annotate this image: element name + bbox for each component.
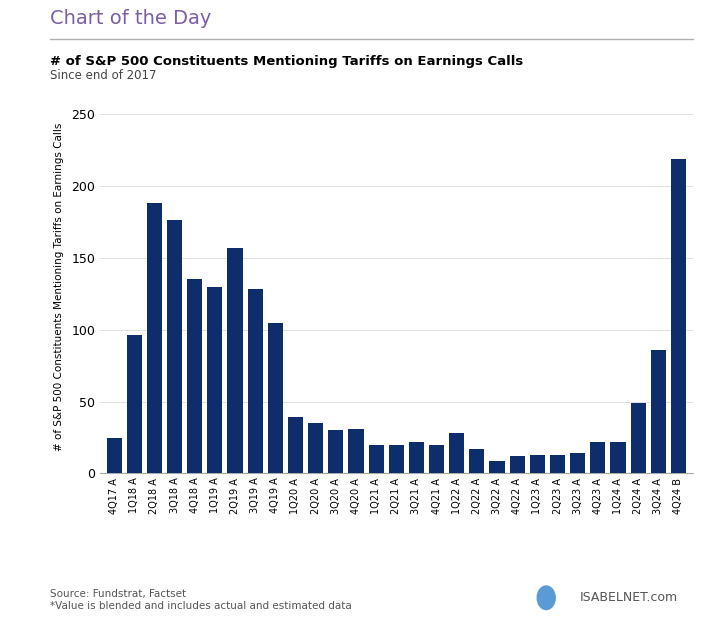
Bar [126, 335, 142, 473]
Bar [288, 417, 303, 473]
Bar [550, 455, 565, 473]
Bar [187, 279, 202, 473]
Bar [630, 403, 645, 473]
Bar [671, 159, 686, 473]
Bar [490, 460, 505, 473]
Bar [510, 456, 525, 473]
Bar [429, 445, 444, 473]
Bar [207, 287, 223, 473]
Text: Chart of the Day: Chart of the Day [50, 9, 211, 27]
Bar [147, 203, 162, 473]
Text: Source: Fundstrat, Factset: Source: Fundstrat, Factset [50, 589, 186, 599]
Bar [590, 442, 605, 473]
Bar [167, 221, 182, 473]
Text: # of S&P 500 Constituents Mentioning Tariffs on Earnings Calls: # of S&P 500 Constituents Mentioning Tar… [50, 55, 523, 69]
Bar [449, 433, 464, 473]
Bar [469, 449, 485, 473]
Bar [530, 455, 545, 473]
Bar [348, 429, 363, 473]
Bar [106, 437, 121, 473]
Text: Since end of 2017: Since end of 2017 [50, 69, 156, 82]
Bar [368, 445, 383, 473]
Text: *Value is blended and includes actual and estimated data: *Value is blended and includes actual an… [50, 601, 352, 611]
Bar [610, 442, 625, 473]
Y-axis label: # of S&P 500 Constituents Mentioning Tariffs on Earnings Calls: # of S&P 500 Constituents Mentioning Tar… [54, 122, 64, 451]
Bar [308, 423, 323, 473]
Bar [650, 350, 666, 473]
Bar [409, 442, 424, 473]
Bar [328, 430, 343, 473]
Bar [228, 248, 243, 473]
Bar [248, 290, 263, 473]
Bar [570, 454, 585, 473]
Text: ISABELNET.com: ISABELNET.com [580, 591, 678, 604]
Bar [388, 445, 404, 473]
Circle shape [537, 586, 555, 609]
Bar [268, 323, 283, 473]
